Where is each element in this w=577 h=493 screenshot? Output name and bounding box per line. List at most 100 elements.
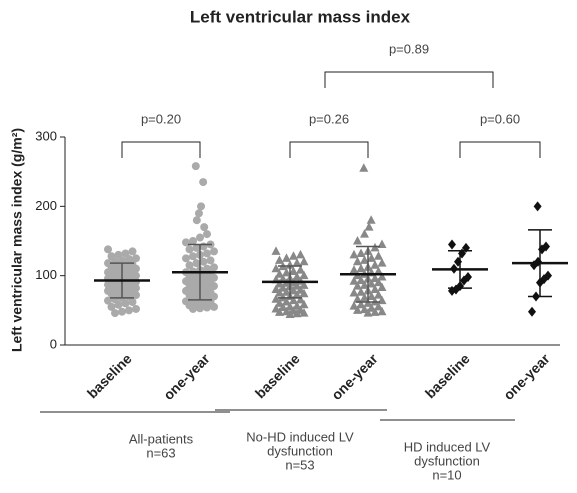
point xyxy=(206,256,215,265)
point xyxy=(292,281,302,290)
x-tick-label: baseline xyxy=(252,350,303,401)
point xyxy=(278,274,288,283)
point xyxy=(289,266,298,276)
point xyxy=(203,249,211,258)
point xyxy=(356,248,366,257)
point xyxy=(370,260,380,269)
point xyxy=(271,263,281,273)
point xyxy=(275,298,284,307)
point xyxy=(196,304,204,313)
point xyxy=(367,291,376,300)
point xyxy=(121,299,130,308)
point xyxy=(533,201,542,212)
point xyxy=(189,237,197,245)
point xyxy=(360,229,369,238)
group-label: No-HD induced LV xyxy=(246,429,354,444)
p-value: p=0.60 xyxy=(480,111,520,126)
point xyxy=(359,163,369,172)
point xyxy=(275,278,284,288)
point xyxy=(377,282,387,291)
point xyxy=(111,309,119,318)
p-value: p=0.20 xyxy=(141,111,181,126)
point xyxy=(374,277,383,287)
group-label: dysfunction xyxy=(267,443,333,458)
point xyxy=(528,306,536,317)
x-tick-label: baseline xyxy=(84,350,135,401)
point xyxy=(448,239,456,250)
point xyxy=(299,256,309,266)
point xyxy=(377,272,387,281)
point xyxy=(296,249,305,259)
point xyxy=(353,236,362,245)
x-tick-label: baseline xyxy=(422,350,473,401)
point xyxy=(210,282,218,291)
point xyxy=(356,263,366,273)
point xyxy=(282,253,291,262)
point xyxy=(194,209,203,218)
point xyxy=(353,294,362,303)
x-tick-label: one-year xyxy=(160,350,213,403)
point xyxy=(374,266,383,276)
point xyxy=(292,272,302,281)
point xyxy=(292,258,302,267)
point xyxy=(210,247,218,256)
point xyxy=(360,255,369,264)
point xyxy=(353,305,362,314)
point xyxy=(356,275,366,285)
point xyxy=(282,297,291,306)
point xyxy=(370,273,380,282)
point xyxy=(299,299,309,309)
x-tick-label: one-year xyxy=(328,350,381,403)
point xyxy=(271,294,281,303)
point xyxy=(367,303,376,312)
point xyxy=(292,308,302,318)
point xyxy=(289,295,298,305)
point xyxy=(367,253,376,262)
p-value: p=0.26 xyxy=(309,111,349,126)
y-tick-label: 300 xyxy=(35,128,57,143)
point xyxy=(289,251,298,260)
point xyxy=(278,283,288,292)
point xyxy=(292,290,302,299)
point xyxy=(296,294,305,304)
point xyxy=(189,252,197,261)
point xyxy=(360,280,369,289)
point xyxy=(349,249,359,259)
group-label: All-patients xyxy=(129,431,194,446)
point xyxy=(285,309,295,318)
point xyxy=(118,307,126,316)
point xyxy=(374,290,383,299)
point xyxy=(185,245,194,254)
point xyxy=(285,301,295,311)
point xyxy=(370,284,380,294)
y-tick-label: 0 xyxy=(50,336,57,351)
point xyxy=(349,288,359,297)
point xyxy=(364,222,374,231)
point xyxy=(296,265,305,274)
point xyxy=(363,308,373,317)
y-tick-label: 100 xyxy=(35,267,57,282)
y-axis-label: Left ventricular mass index (g/m²) xyxy=(9,128,25,352)
point xyxy=(299,270,309,280)
group-label: n=53 xyxy=(285,457,314,472)
point xyxy=(275,288,284,297)
bracket xyxy=(289,141,369,158)
point xyxy=(289,285,298,295)
point xyxy=(282,267,291,277)
point xyxy=(199,257,208,266)
point xyxy=(114,300,123,309)
point xyxy=(197,202,206,211)
point xyxy=(374,251,383,260)
bracket xyxy=(121,141,201,158)
point xyxy=(377,258,387,267)
point xyxy=(366,215,376,224)
point xyxy=(356,287,366,296)
point xyxy=(185,261,194,270)
point xyxy=(275,269,284,278)
point xyxy=(353,281,362,290)
group-label: HD induced LV xyxy=(404,439,491,454)
bracket xyxy=(324,71,494,88)
point xyxy=(132,291,140,300)
point xyxy=(353,256,362,266)
